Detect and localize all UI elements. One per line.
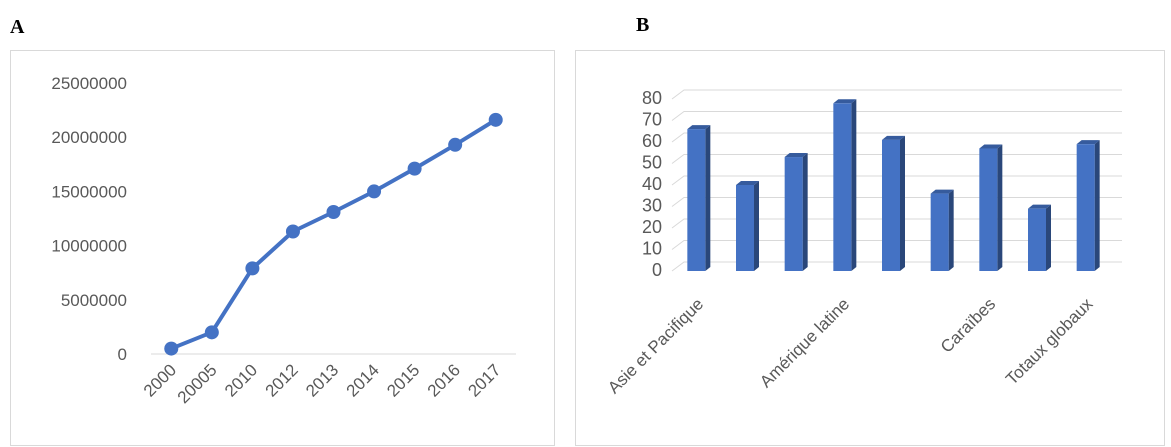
bar-side bbox=[851, 99, 857, 271]
data-point bbox=[367, 184, 382, 199]
bar bbox=[1028, 208, 1046, 271]
bar-side bbox=[948, 189, 954, 271]
bar-top bbox=[882, 135, 905, 140]
data-point bbox=[245, 261, 260, 276]
gridline bbox=[671, 218, 1122, 229]
x-tick-label: 2010 bbox=[221, 360, 261, 400]
x-tick-label: Asie et Pacifique bbox=[604, 294, 707, 397]
x-tick-label: 2014 bbox=[343, 360, 383, 400]
y-tick-label: 10 bbox=[642, 239, 662, 259]
y-tick-label: 60 bbox=[642, 131, 662, 151]
gridline bbox=[671, 132, 1122, 143]
y-tick-label: 25000000 bbox=[51, 74, 127, 93]
data-point bbox=[285, 224, 300, 239]
bar-side bbox=[997, 144, 1003, 271]
x-tick-label: 2016 bbox=[424, 360, 464, 400]
bar bbox=[784, 157, 803, 271]
data-point bbox=[407, 161, 422, 176]
x-tick-label: 2012 bbox=[262, 360, 302, 400]
bar-top bbox=[687, 125, 711, 130]
x-tick-label: 2017 bbox=[464, 360, 504, 400]
y-tick-label: 10000000 bbox=[51, 237, 127, 256]
x-tick-label: Caraïbes bbox=[937, 294, 999, 356]
y-tick-label: 20 bbox=[642, 217, 662, 237]
data-point bbox=[488, 112, 503, 127]
bar-side bbox=[705, 125, 711, 271]
data-point bbox=[204, 325, 219, 340]
line-chart: 0 5000000 10000000 15000000 20000000 25000000… bbox=[51, 74, 516, 407]
bar-top bbox=[736, 181, 759, 185]
bar-side bbox=[900, 135, 905, 271]
x-tick-label: 2013 bbox=[302, 360, 342, 400]
y-tick-label: 5000000 bbox=[61, 291, 127, 310]
x-tick-label: Amérique latine bbox=[756, 294, 853, 391]
gridline bbox=[671, 261, 1122, 272]
gridline bbox=[671, 197, 1122, 207]
bar-top bbox=[1076, 140, 1100, 145]
gridline bbox=[671, 111, 1122, 121]
y-tick-label: 70 bbox=[642, 110, 662, 130]
bar bbox=[882, 139, 900, 271]
bar bbox=[687, 129, 706, 271]
data-point bbox=[164, 341, 179, 356]
bar-top bbox=[833, 99, 857, 104]
y-tick-label: 80 bbox=[642, 88, 662, 108]
bar-side bbox=[1094, 140, 1100, 271]
bar-top bbox=[784, 153, 808, 158]
x-tick-label: 2015 bbox=[383, 360, 423, 400]
y-tick-label: 0 bbox=[118, 345, 127, 364]
bar-top bbox=[930, 189, 954, 194]
y-tick-label: 20000000 bbox=[51, 128, 127, 147]
gridline bbox=[671, 89, 1122, 100]
x-tick-label: 20005 bbox=[174, 360, 221, 407]
bar-chart-frame: 0 10 20 30 40 50 60 70 80 Asie et Pacifique Amériq… bbox=[575, 50, 1165, 446]
bar bbox=[979, 148, 998, 271]
gridline bbox=[671, 240, 1122, 250]
bar-side bbox=[754, 181, 759, 271]
gridline bbox=[671, 154, 1122, 164]
panel-label-a: A bbox=[10, 16, 25, 38]
y-tick-label: 50 bbox=[642, 153, 662, 173]
bar-side bbox=[1046, 204, 1051, 271]
bar bbox=[833, 103, 852, 271]
data-point bbox=[326, 204, 341, 219]
y-tick-label: 40 bbox=[642, 174, 662, 194]
y-tick-label: 0 bbox=[652, 260, 662, 280]
series-line bbox=[169, 117, 498, 351]
bar bbox=[930, 193, 949, 271]
bar-top bbox=[979, 144, 1003, 149]
x-tick-label: Totaux globaux bbox=[1002, 294, 1097, 389]
bar bbox=[736, 185, 754, 271]
bar bbox=[1076, 144, 1095, 271]
line-chart-frame: 0 5000000 10000000 15000000 20000000 25000000… bbox=[10, 50, 555, 446]
data-point bbox=[448, 137, 463, 152]
y-tick-label: 15000000 bbox=[51, 182, 127, 201]
panel-label-b: B bbox=[636, 14, 650, 36]
bar-side bbox=[802, 153, 808, 271]
bar-top bbox=[1028, 204, 1051, 209]
y-tick-label: 30 bbox=[642, 196, 662, 216]
gridline bbox=[671, 175, 1122, 186]
